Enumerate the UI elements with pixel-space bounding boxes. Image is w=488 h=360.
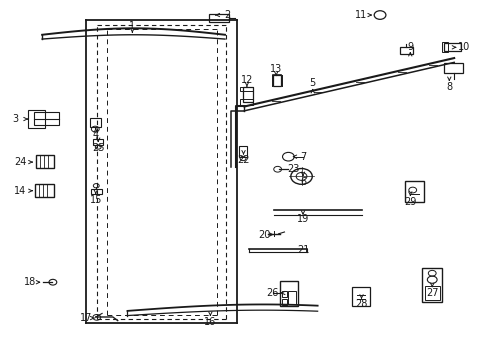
Bar [239,99,253,105]
Bar [90,118,101,127]
Bar [209,14,228,22]
Bar [93,139,103,145]
Text: 25: 25 [92,143,104,153]
Text: 4: 4 [93,130,99,140]
Bar [239,87,253,91]
Text: 16: 16 [204,317,216,327]
Text: 18: 18 [24,277,36,287]
Text: 12: 12 [240,75,253,85]
Text: 6: 6 [299,177,305,187]
Text: 26: 26 [266,288,278,298]
Bar [27,110,44,129]
Text: 15: 15 [89,195,102,205]
Bar [422,268,441,302]
Bar [444,43,461,51]
Bar [405,181,423,202]
Text: 14: 14 [14,186,26,196]
Text: 3: 3 [12,114,19,124]
Bar [34,112,59,126]
Text: 17: 17 [80,313,92,323]
Text: 29: 29 [403,197,416,207]
Bar [238,146,247,157]
Text: 24: 24 [14,157,26,167]
Text: 20: 20 [257,230,270,239]
Text: 11: 11 [355,10,367,20]
Bar [399,46,412,54]
Bar [281,291,287,297]
Bar [351,287,369,306]
Text: 28: 28 [355,299,367,309]
Bar [272,75,280,86]
Bar [279,281,298,306]
Text: 9: 9 [407,42,412,52]
Bar [444,63,462,73]
Bar [424,286,439,300]
Text: 21: 21 [296,245,308,255]
Text: 10: 10 [457,42,469,52]
Text: 19: 19 [296,215,308,224]
Text: 27: 27 [425,288,438,298]
Bar [281,300,287,305]
Text: 5: 5 [309,78,315,88]
Bar [243,87,252,102]
Bar [288,291,295,304]
Bar [35,184,54,197]
Text: 2: 2 [224,10,230,20]
Text: 1: 1 [129,21,135,31]
Text: 8: 8 [446,82,451,92]
Bar [441,41,447,52]
Bar [36,155,54,168]
Text: 22: 22 [237,155,249,165]
Text: 23: 23 [286,164,299,174]
Text: 13: 13 [269,64,282,74]
Text: 7: 7 [299,152,305,162]
Bar [91,189,102,194]
